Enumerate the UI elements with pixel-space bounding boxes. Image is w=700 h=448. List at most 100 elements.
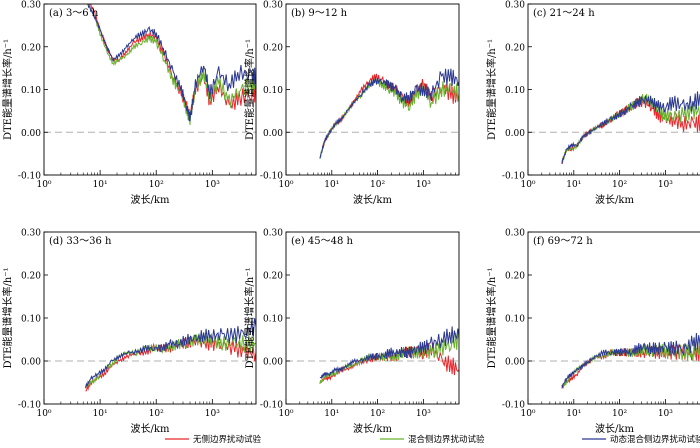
x-tick-label: 10¹	[324, 180, 339, 190]
panel-title: (a) 3～6 h	[49, 8, 99, 19]
x-tick-label: 10¹	[93, 180, 108, 190]
x-axis-label: 波长/km	[353, 422, 392, 435]
panel-title: (d) 33～36 h	[49, 236, 112, 247]
y-tick-label: 0.30	[505, 1, 525, 11]
series-line-2	[319, 332, 459, 384]
y-tick-label: 0.20	[263, 43, 283, 53]
panel-title: (f) 69～72 h	[533, 236, 593, 247]
y-tick-label: 0.20	[21, 43, 41, 53]
y-axis-label: DTE能量谱增长率/h⁻¹	[1, 267, 14, 368]
y-tick-label: 0.30	[21, 1, 41, 11]
y-tick-label: 0.20	[505, 272, 525, 282]
y-tick-label: 0.10	[505, 315, 525, 325]
plot-frame	[43, 3, 257, 176]
x-tick-label: 10²	[149, 180, 164, 190]
plot-frame	[527, 231, 700, 405]
legend-label: 无侧边界扰动试验	[193, 434, 262, 445]
y-tick-label: 0.20	[263, 272, 283, 282]
y-axis-label: DTE能量谱增长率/h⁻¹	[1, 39, 14, 140]
y-tick-label: -0.10	[18, 401, 41, 411]
y-tick-label: 0.10	[505, 86, 525, 96]
x-tick-label: 10³	[416, 409, 431, 419]
x-tick-label: 10⁰	[520, 180, 535, 190]
series-line-3	[319, 68, 459, 159]
y-tick-label: 0.30	[21, 229, 41, 239]
x-tick-label: 10¹	[93, 409, 108, 419]
x-tick-label: 10¹	[324, 409, 339, 419]
x-tick-label: 10²	[370, 180, 385, 190]
y-tick-label: 0.30	[263, 229, 283, 239]
x-tick-label: 10⁰	[278, 409, 293, 419]
x-tick-label: 10⁰	[278, 180, 293, 190]
legend-item-1: 无侧边界扰动试验	[165, 434, 262, 445]
x-tick-label: 10⁰	[520, 409, 535, 419]
y-tick-label: 0.00	[263, 358, 283, 368]
x-tick-label: 10⁰	[36, 409, 51, 419]
legend-item-2: 混合侧边界扰动试验	[380, 434, 485, 445]
panel-title: (c) 21～24 h	[533, 8, 595, 19]
y-tick-label: 0.00	[21, 358, 41, 368]
y-tick-label: -0.10	[502, 172, 525, 182]
y-tick-label: 0.00	[505, 358, 525, 368]
x-tick-label: 10³	[658, 409, 673, 419]
plot-frame	[285, 3, 460, 176]
y-tick-label: 0.00	[505, 129, 525, 139]
x-tick-label: 10²	[370, 409, 385, 419]
plot-frame	[527, 3, 700, 176]
x-tick-label: 10⁰	[36, 180, 51, 190]
x-tick-label: 10²	[612, 180, 627, 190]
x-axis-label: 波长/km	[131, 193, 170, 206]
series-line-1	[561, 343, 700, 389]
y-tick-label: -0.10	[260, 401, 283, 411]
x-tick-label: 10³	[658, 180, 673, 190]
x-tick-label: 10³	[205, 409, 220, 419]
y-tick-label: 0.00	[21, 129, 41, 139]
series-line-3	[561, 91, 700, 164]
y-tick-label: 0.30	[505, 229, 525, 239]
series-line-3	[87, 4, 256, 122]
y-tick-label: 0.30	[263, 1, 283, 11]
y-axis-label: DTE能量谱增长率/h⁻¹	[485, 39, 498, 140]
plot-frame	[43, 231, 257, 405]
y-axis-label: DTE能量谱增长率/h⁻¹	[243, 267, 256, 368]
panel-title: (e) 45～48 h	[291, 236, 354, 247]
x-axis-label: 波长/km	[595, 422, 634, 435]
x-tick-label: 10³	[416, 180, 431, 190]
plot-frame	[285, 231, 460, 405]
x-tick-label: 10¹	[566, 409, 581, 419]
y-tick-label: 0.20	[505, 43, 525, 53]
panel-title: (b) 9～12 h	[291, 8, 348, 19]
y-tick-label: 0.20	[21, 272, 41, 282]
series-line-3	[319, 326, 459, 379]
legend-item-3: 动态混合侧边界扰动试验	[582, 434, 700, 445]
x-tick-label: 10²	[149, 409, 164, 419]
y-tick-label: -0.10	[260, 172, 283, 182]
y-tick-label: 0.10	[21, 86, 41, 96]
x-axis-label: 波长/km	[131, 422, 170, 435]
x-tick-label: 10²	[612, 409, 627, 419]
y-tick-label: -0.10	[18, 172, 41, 182]
x-axis-label: 波长/km	[353, 193, 392, 206]
y-axis-label: DTE能量谱增长率/h⁻¹	[243, 39, 256, 140]
y-tick-label: 0.10	[21, 315, 41, 325]
y-tick-label: 0.10	[263, 86, 283, 96]
series-line-3	[561, 332, 700, 389]
x-axis-label: 波长/km	[595, 193, 634, 206]
legend: 无侧边界扰动试验 混合侧边界扰动试验 动态混合侧边界扰动试验	[165, 434, 700, 445]
y-tick-label: 0.00	[263, 129, 283, 139]
legend-label: 动态混合侧边界扰动试验	[610, 434, 700, 445]
y-tick-label: -0.10	[502, 401, 525, 411]
series-line-3	[85, 318, 256, 389]
x-tick-label: 10³	[205, 180, 220, 190]
x-tick-label: 10¹	[566, 180, 581, 190]
series-line-2	[87, 4, 256, 126]
legend-label: 混合侧边界扰动试验	[408, 434, 485, 445]
y-tick-label: 0.10	[263, 315, 283, 325]
y-axis-label: DTE能量谱增长率/h⁻¹	[485, 267, 498, 368]
